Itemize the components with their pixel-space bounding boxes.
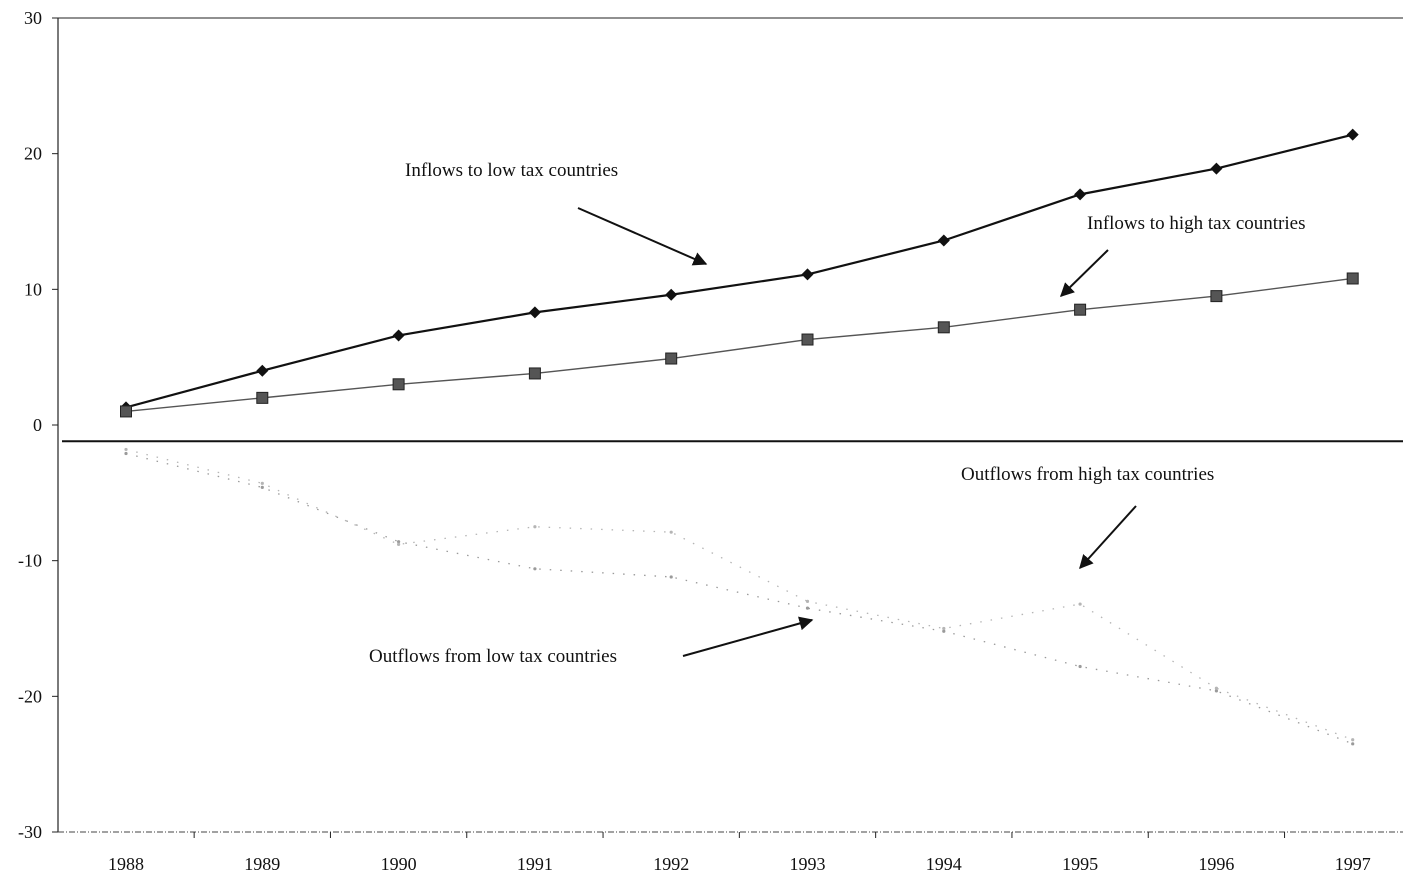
series-line: [125, 448, 1353, 741]
data-point: [1214, 689, 1218, 693]
arrow-outflows-high: [1079, 505, 1137, 570]
x-tick-label: 1996: [1198, 854, 1234, 874]
data-point: [533, 525, 537, 529]
arrow-outflows-low: [682, 616, 814, 657]
data-point: [1346, 128, 1359, 141]
series-0: [120, 128, 1359, 414]
data-point: [801, 268, 814, 281]
annotation-inflows-high: Inflows to high tax countries: [1087, 213, 1305, 234]
plot-frame: [57, 17, 1403, 833]
x-tick-label: 1994: [926, 854, 962, 874]
x-tick-label: 1988: [108, 854, 144, 874]
x-axis-ticks: 1988 1989 1990 1991 1992 1993 1994 1995 1996 1997: [108, 832, 1371, 874]
data-point: [256, 364, 269, 377]
data-point: [1346, 272, 1359, 285]
data-point: [1351, 742, 1355, 746]
annotation-inflows-low: Inflows to low tax countries: [405, 160, 618, 181]
x-tick-label: 1992: [653, 854, 689, 874]
data-point: [397, 540, 401, 544]
data-point: [942, 626, 946, 631]
data-point: [397, 542, 401, 546]
data-point: [669, 530, 673, 534]
data-point: [120, 405, 132, 418]
data-point: [260, 485, 264, 490]
data-point: [1078, 602, 1082, 606]
y-tick-label: 20: [24, 144, 42, 164]
series-line: [125, 452, 1353, 745]
series-line: [125, 133, 1353, 409]
series-3: [124, 447, 1355, 742]
x-tick-label: 1997: [1335, 854, 1371, 874]
data-point: [942, 629, 946, 633]
data-point: [665, 352, 678, 365]
data-point: [124, 451, 128, 456]
data-point: [1214, 686, 1218, 690]
data-point: [801, 333, 814, 346]
data-point: [533, 567, 537, 571]
data-point: [665, 288, 678, 301]
series-layer: [120, 128, 1359, 746]
y-axis-ticks: 30 20 10 0 -10 -20 -30: [18, 8, 58, 842]
arrow-inflows-low: [577, 207, 708, 266]
x-tick-label: 1989: [244, 854, 280, 874]
series-line: [125, 277, 1353, 413]
data-point: [1351, 738, 1355, 742]
y-tick-label: -20: [18, 686, 42, 706]
data-point: [1074, 188, 1087, 201]
series-1: [120, 272, 1359, 418]
data-point: [805, 606, 810, 610]
arrow-inflows-high: [1059, 249, 1109, 297]
x-tick-label: 1995: [1062, 854, 1098, 874]
data-point: [1210, 290, 1223, 303]
data-point: [669, 575, 673, 579]
y-tick-label: 10: [24, 279, 42, 299]
data-point: [937, 321, 950, 334]
data-point: [528, 367, 541, 380]
data-point: [1078, 664, 1082, 669]
y-tick-label: -10: [18, 551, 42, 571]
y-tick-label: -30: [18, 822, 42, 842]
data-point: [528, 306, 541, 319]
series-2: [124, 451, 1355, 746]
annotation-outflows-high: Outflows from high tax countries: [961, 464, 1214, 485]
data-point: [1074, 303, 1087, 316]
data-point: [256, 391, 269, 404]
data-point: [392, 378, 405, 391]
y-tick-label: 30: [24, 8, 42, 28]
y-tick-label: 0: [33, 415, 42, 435]
data-point: [937, 234, 950, 247]
x-tick-label: 1991: [517, 854, 553, 874]
data-point: [260, 481, 264, 485]
annotation-outflows-low: Outflows from low tax countries: [369, 646, 617, 667]
data-point: [124, 447, 128, 452]
x-tick-label: 1990: [381, 854, 417, 874]
data-point: [805, 599, 810, 603]
x-tick-label: 1993: [790, 854, 826, 874]
data-point: [1210, 162, 1223, 175]
data-point: [392, 329, 405, 342]
annotations: Inflows to low tax countries Inflows to …: [369, 160, 1305, 667]
